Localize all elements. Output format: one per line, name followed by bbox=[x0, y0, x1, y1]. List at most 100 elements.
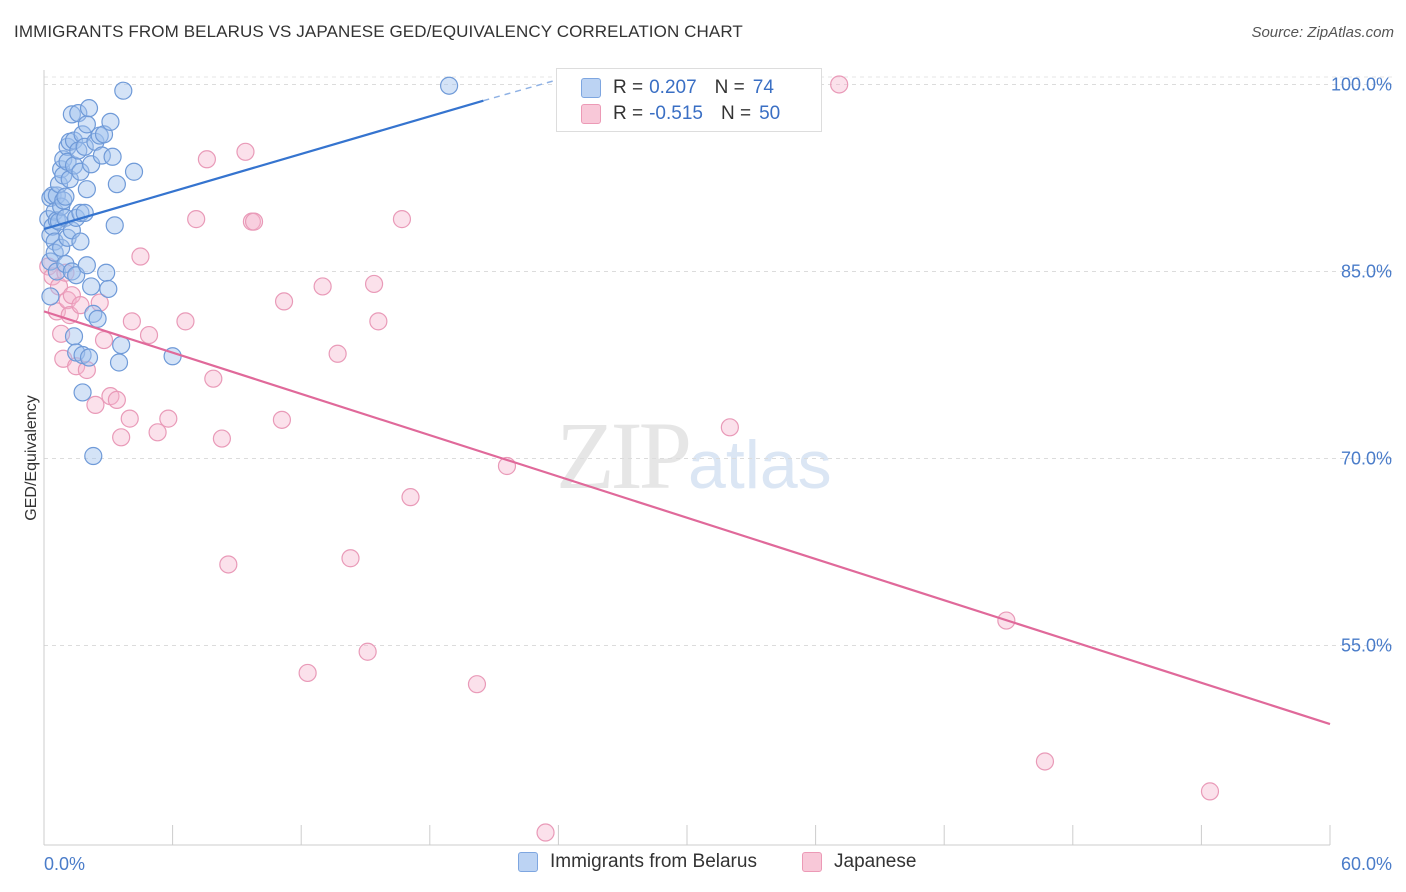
japanese-point bbox=[197, 150, 216, 169]
japanese-point bbox=[187, 210, 206, 229]
japanese-point bbox=[830, 75, 849, 94]
japanese-point bbox=[159, 409, 178, 428]
japanese-point bbox=[219, 555, 238, 574]
belarus-point bbox=[107, 175, 126, 194]
legend-n-value-belarus: 74 bbox=[752, 77, 774, 98]
japanese-point bbox=[1200, 782, 1220, 801]
belarus-point bbox=[114, 81, 133, 100]
belarus-point bbox=[103, 147, 122, 166]
trend-lines bbox=[43, 78, 1331, 726]
y-tick-label: 100.0% bbox=[1331, 74, 1392, 94]
belarus-point bbox=[73, 383, 92, 402]
japanese-point bbox=[720, 418, 739, 437]
belarus-point bbox=[84, 446, 103, 466]
belarus-point bbox=[75, 203, 94, 222]
japanese-point bbox=[236, 142, 255, 161]
bottom-legend-belarus: Immigrants from Belarus bbox=[518, 851, 757, 873]
legend-row-japanese: R = -0.515 N = 50 bbox=[581, 101, 780, 127]
japanese-point bbox=[244, 212, 264, 231]
watermark-zip: ZIP bbox=[556, 402, 692, 509]
japanese-point bbox=[272, 410, 292, 429]
belarus-point bbox=[62, 105, 81, 124]
belarus-point bbox=[56, 187, 75, 206]
japanese-point bbox=[86, 395, 105, 414]
bottom-legend-label-belarus: Immigrants from Belarus bbox=[550, 851, 757, 872]
belarus-point bbox=[41, 287, 60, 306]
watermark: ZIPatlas bbox=[556, 400, 832, 511]
belarus-point bbox=[79, 348, 99, 367]
belarus-points bbox=[39, 76, 459, 466]
y-axis-title: GED/Equivalency bbox=[23, 395, 40, 520]
japanese-point bbox=[122, 312, 141, 331]
belarus-point bbox=[71, 232, 90, 251]
bottom-legend: Immigrants from Belarus Japanese bbox=[0, 851, 1406, 877]
japanese-point bbox=[1035, 752, 1055, 771]
y-tick-label: 55.0% bbox=[1341, 636, 1392, 656]
japanese-point bbox=[536, 823, 555, 842]
belarus-point bbox=[97, 263, 116, 282]
japanese-trend-line bbox=[43, 310, 1331, 726]
belarus-point bbox=[82, 277, 101, 296]
legend-swatch-japanese bbox=[581, 104, 601, 124]
bottom-legend-label-japanese: Japanese bbox=[834, 851, 917, 872]
belarus-point bbox=[71, 162, 90, 181]
gridlines bbox=[44, 76, 1392, 647]
belarus-point bbox=[439, 76, 459, 95]
legend-swatch-belarus bbox=[581, 78, 601, 98]
belarus-trend-line bbox=[43, 99, 484, 231]
belarus-point bbox=[79, 99, 99, 118]
y-tick-label: 85.0% bbox=[1341, 261, 1392, 281]
japanese-point bbox=[467, 675, 487, 694]
belarus-point bbox=[99, 279, 118, 299]
belarus-point bbox=[41, 252, 60, 271]
belarus-point bbox=[88, 309, 107, 328]
japanese-point bbox=[313, 277, 332, 296]
belarus-point bbox=[60, 170, 79, 189]
japanese-point bbox=[392, 210, 412, 229]
y-tick-label: 70.0% bbox=[1341, 449, 1392, 469]
belarus-point bbox=[109, 353, 129, 372]
legend-n-label: N = bbox=[714, 77, 745, 98]
japanese-point bbox=[328, 344, 347, 363]
belarus-point bbox=[56, 254, 75, 274]
japanese-point bbox=[401, 488, 420, 507]
x-tick-label: 60.0% bbox=[1341, 854, 1392, 874]
japanese-point bbox=[298, 663, 317, 683]
legend-row-belarus: R = 0.207 N = 74 bbox=[581, 75, 774, 101]
belarus-point bbox=[101, 112, 120, 131]
japanese-point bbox=[212, 429, 231, 448]
japanese-point bbox=[274, 292, 294, 311]
japanese-point bbox=[71, 296, 90, 315]
japanese-point bbox=[369, 312, 388, 331]
japanese-point bbox=[139, 325, 159, 345]
legend-r-value-japanese: -0.515 bbox=[649, 103, 703, 124]
belarus-point bbox=[77, 256, 96, 275]
japanese-point bbox=[176, 312, 195, 331]
chart-title: IMMIGRANTS FROM BELARUS VS JAPANESE GED/… bbox=[14, 22, 743, 41]
legend-r-label: R = bbox=[613, 77, 644, 98]
watermark-atlas: atlas bbox=[688, 427, 832, 503]
x-tick-label: 0.0% bbox=[44, 854, 85, 874]
axes bbox=[43, 70, 1331, 846]
japanese-point bbox=[341, 549, 360, 568]
japanese-point bbox=[204, 369, 223, 388]
bottom-legend-japanese: Japanese bbox=[802, 851, 916, 873]
legend-r-label: R = bbox=[613, 103, 644, 124]
bottom-legend-swatch-japanese bbox=[802, 852, 822, 872]
belarus-point bbox=[64, 327, 84, 346]
legend-n-value-japanese: 50 bbox=[759, 103, 781, 124]
source-label: Source: ZipAtlas.com bbox=[1251, 24, 1394, 41]
legend-r-value-belarus: 0.207 bbox=[649, 77, 697, 98]
japanese-point bbox=[364, 274, 384, 294]
japanese-point bbox=[358, 642, 377, 661]
legend-n-label: N = bbox=[720, 103, 752, 124]
japanese-point bbox=[107, 390, 126, 410]
japanese-point bbox=[120, 409, 139, 428]
belarus-trend-extension bbox=[483, 78, 559, 102]
belarus-point bbox=[105, 216, 124, 235]
bottom-legend-swatch-belarus bbox=[518, 852, 538, 872]
belarus-point bbox=[124, 162, 144, 181]
japanese-point bbox=[94, 330, 114, 350]
axis-labels: 55.0% 70.0% 85.0% 100.0% 0.0% 60.0% GED/Equiva… bbox=[23, 74, 1392, 874]
